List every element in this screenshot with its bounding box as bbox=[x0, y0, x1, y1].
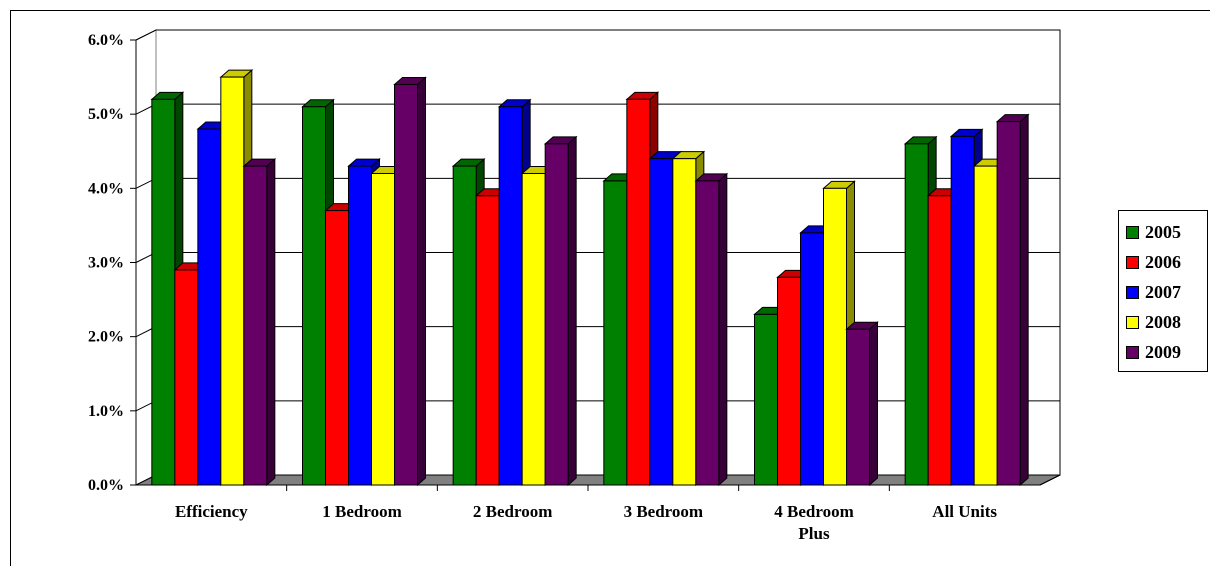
x-category-label: 4 Bedroom bbox=[774, 502, 854, 521]
bar-front bbox=[197, 128, 222, 486]
bar bbox=[393, 76, 427, 487]
bars bbox=[150, 68, 1030, 487]
legend-swatch bbox=[1126, 345, 1139, 359]
bar-front bbox=[521, 173, 546, 486]
bar-front bbox=[220, 76, 245, 486]
bar-front bbox=[973, 165, 998, 486]
bar-front bbox=[672, 158, 697, 486]
y-tick-label: 1.0% bbox=[88, 403, 124, 420]
bar bbox=[995, 113, 1030, 487]
bar-front bbox=[394, 84, 418, 486]
bar-front bbox=[243, 165, 268, 486]
legend-item: 2008 bbox=[1126, 307, 1207, 337]
bar-front bbox=[649, 158, 674, 486]
bar-front bbox=[800, 232, 824, 486]
bar-front bbox=[151, 98, 176, 486]
legend-swatch bbox=[1126, 285, 1139, 299]
legend-item: 2009 bbox=[1126, 337, 1207, 367]
legend-label: 2008 bbox=[1145, 311, 1181, 332]
legend-swatch bbox=[1126, 225, 1139, 239]
bar bbox=[242, 157, 277, 487]
bar-front bbox=[846, 328, 870, 486]
y-tick-label: 5.0% bbox=[88, 106, 124, 123]
bar-front bbox=[754, 313, 778, 486]
bar-side bbox=[1019, 113, 1029, 487]
bar-front bbox=[174, 269, 199, 486]
bar bbox=[543, 135, 578, 487]
y-tick-label: 6.0% bbox=[88, 32, 124, 49]
legend-label: 2009 bbox=[1145, 341, 1181, 362]
bar-front bbox=[371, 173, 395, 486]
bar-front bbox=[996, 121, 1021, 486]
bar-front bbox=[544, 143, 569, 486]
x-category-label: All Units bbox=[932, 502, 997, 521]
bar-side bbox=[266, 157, 276, 487]
bar-front bbox=[452, 165, 477, 486]
y-tick-label: 2.0% bbox=[88, 329, 124, 346]
gridline bbox=[135, 29, 1060, 41]
legend: 2005 2006 2007 2008 2009 bbox=[1118, 210, 1208, 372]
bar-front bbox=[302, 106, 326, 486]
bar-front bbox=[626, 98, 651, 486]
y-tick-label: 0.0% bbox=[88, 477, 124, 494]
legend-label: 2006 bbox=[1145, 251, 1181, 272]
x-category-labels: Efficiency 1 Bedroom 2 Bedroom 3 Bedroom 4 B… bbox=[175, 502, 997, 543]
legend-label: 2005 bbox=[1145, 221, 1181, 242]
y-tick-label: 3.0% bbox=[88, 255, 124, 272]
bar-front bbox=[475, 195, 500, 486]
bar-side bbox=[869, 321, 878, 487]
x-category-label: Efficiency bbox=[175, 502, 248, 521]
bar-front bbox=[927, 195, 952, 486]
y-tick-labels: 0.0% 1.0% 2.0% 3.0% 4.0% 5.0% 6.0% bbox=[88, 32, 124, 494]
axes bbox=[130, 39, 1061, 491]
legend-label: 2007 bbox=[1145, 281, 1181, 302]
x-axis-depth bbox=[1039, 474, 1061, 486]
x-category-label: 3 Bedroom bbox=[624, 502, 704, 521]
bar-front bbox=[777, 276, 801, 486]
bar-front bbox=[904, 143, 929, 486]
bar bbox=[845, 321, 879, 487]
bar-front bbox=[950, 135, 975, 486]
chart-area bbox=[10, 10, 1210, 566]
bar-front bbox=[348, 165, 372, 486]
bar-front bbox=[695, 180, 720, 486]
bar-front bbox=[325, 210, 349, 486]
bar-side bbox=[718, 172, 728, 487]
bar-front bbox=[823, 187, 847, 486]
legend-swatch bbox=[1126, 255, 1139, 269]
bar-front bbox=[603, 180, 628, 486]
legend-item: 2007 bbox=[1126, 277, 1207, 307]
legend-swatch bbox=[1126, 315, 1139, 329]
legend-item: 2005 bbox=[1126, 217, 1207, 247]
x-category-label: 1 Bedroom bbox=[322, 502, 402, 521]
bar bbox=[694, 172, 729, 487]
bar-side bbox=[417, 76, 426, 487]
x-category-label: 2 Bedroom bbox=[473, 502, 553, 521]
bar-front bbox=[498, 106, 523, 486]
bar-side bbox=[567, 135, 577, 487]
legend-item: 2006 bbox=[1126, 247, 1207, 277]
y-tick-label: 4.0% bbox=[88, 180, 124, 197]
x-category-label: Plus bbox=[798, 524, 830, 543]
